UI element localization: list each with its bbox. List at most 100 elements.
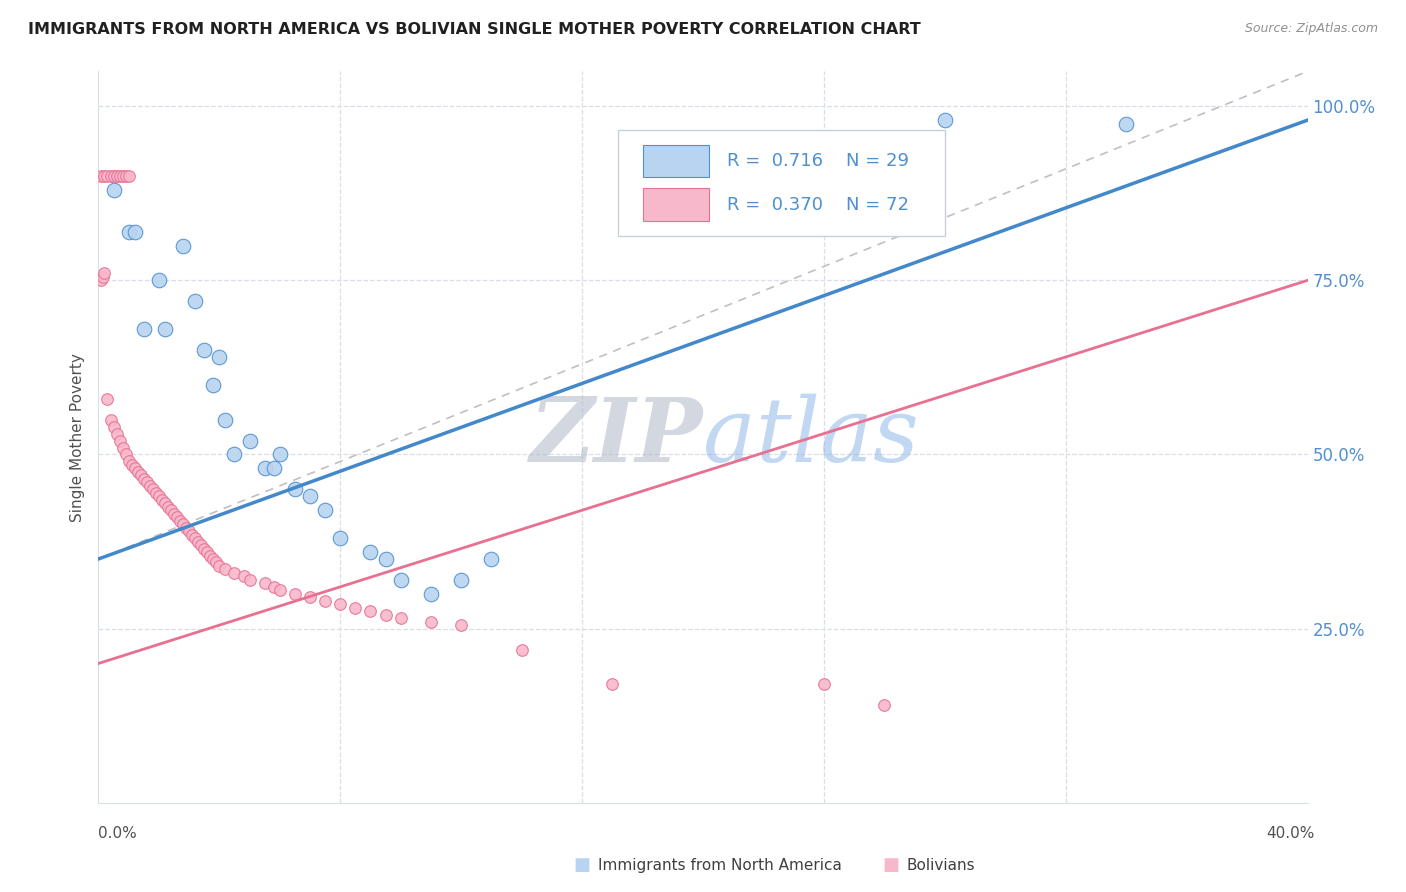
Point bbox=[181, 527, 204, 541]
Point bbox=[105, 426, 128, 441]
Point bbox=[135, 475, 157, 490]
Point bbox=[200, 549, 222, 563]
Point bbox=[153, 496, 176, 510]
Point bbox=[450, 618, 472, 632]
Point bbox=[121, 458, 143, 472]
Point bbox=[153, 322, 176, 336]
Point bbox=[269, 448, 291, 462]
Point bbox=[190, 538, 212, 552]
Point bbox=[148, 489, 170, 503]
Point bbox=[139, 479, 162, 493]
Point bbox=[111, 441, 134, 455]
Point bbox=[118, 225, 141, 239]
Point bbox=[132, 322, 155, 336]
Point bbox=[934, 113, 956, 128]
Point bbox=[214, 562, 236, 576]
Point bbox=[105, 169, 128, 183]
Point bbox=[450, 573, 472, 587]
Point bbox=[118, 169, 141, 183]
Point bbox=[314, 503, 336, 517]
Text: ZIP: ZIP bbox=[530, 394, 703, 480]
Y-axis label: Single Mother Poverty: Single Mother Poverty bbox=[70, 352, 86, 522]
FancyBboxPatch shape bbox=[643, 188, 709, 221]
Point bbox=[184, 531, 207, 545]
Point bbox=[202, 377, 225, 392]
Point bbox=[145, 485, 167, 500]
Point bbox=[253, 461, 276, 475]
Point bbox=[374, 552, 396, 566]
Point bbox=[214, 412, 236, 426]
Point bbox=[329, 531, 352, 545]
Point bbox=[329, 597, 352, 611]
Point bbox=[263, 580, 285, 594]
Point bbox=[193, 541, 215, 556]
Text: 0.0%: 0.0% bbox=[98, 827, 138, 841]
Point bbox=[91, 269, 114, 284]
Point bbox=[148, 273, 170, 287]
Point bbox=[389, 573, 412, 587]
Point bbox=[193, 343, 215, 357]
Point bbox=[103, 183, 125, 197]
Point bbox=[100, 412, 122, 426]
Point bbox=[132, 472, 155, 486]
Point bbox=[124, 225, 146, 239]
Point bbox=[239, 573, 262, 587]
Point bbox=[208, 558, 231, 573]
Point bbox=[314, 594, 336, 608]
Point bbox=[179, 524, 201, 538]
Point bbox=[150, 492, 173, 507]
Point bbox=[481, 552, 503, 566]
Point bbox=[124, 461, 146, 475]
Point bbox=[360, 604, 382, 618]
Point bbox=[160, 503, 183, 517]
Point bbox=[208, 350, 231, 364]
Point bbox=[602, 677, 624, 691]
Text: ■: ■ bbox=[883, 856, 900, 874]
Point bbox=[163, 507, 186, 521]
Point bbox=[813, 677, 835, 691]
Point bbox=[172, 517, 194, 532]
Point bbox=[103, 169, 125, 183]
Text: IMMIGRANTS FROM NORTH AMERICA VS BOLIVIAN SINGLE MOTHER POVERTY CORRELATION CHAR: IMMIGRANTS FROM NORTH AMERICA VS BOLIVIA… bbox=[28, 22, 921, 37]
Point bbox=[118, 454, 141, 468]
Point bbox=[284, 587, 307, 601]
Point bbox=[284, 483, 307, 497]
Point bbox=[299, 591, 322, 605]
Point bbox=[114, 169, 136, 183]
Point bbox=[169, 514, 191, 528]
Point bbox=[93, 266, 115, 280]
Point bbox=[299, 489, 322, 503]
Text: atlas: atlas bbox=[703, 393, 918, 481]
Point bbox=[142, 483, 165, 497]
Text: R =  0.370    N = 72: R = 0.370 N = 72 bbox=[727, 196, 910, 214]
Text: 40.0%: 40.0% bbox=[1267, 827, 1315, 841]
Point bbox=[93, 169, 115, 183]
Point bbox=[269, 583, 291, 598]
Point bbox=[344, 600, 367, 615]
Text: Source: ZipAtlas.com: Source: ZipAtlas.com bbox=[1244, 22, 1378, 36]
Text: R =  0.716    N = 29: R = 0.716 N = 29 bbox=[727, 152, 910, 170]
Point bbox=[873, 698, 896, 713]
Point bbox=[202, 552, 225, 566]
Point bbox=[224, 566, 246, 580]
Point bbox=[232, 569, 254, 583]
Point bbox=[389, 611, 412, 625]
FancyBboxPatch shape bbox=[643, 145, 709, 178]
Point bbox=[253, 576, 276, 591]
Text: Immigrants from North America: Immigrants from North America bbox=[598, 858, 841, 872]
Point bbox=[100, 169, 122, 183]
Point bbox=[510, 642, 533, 657]
Point bbox=[184, 294, 207, 309]
Point bbox=[187, 534, 209, 549]
Point bbox=[90, 169, 112, 183]
Point bbox=[111, 169, 134, 183]
Point bbox=[224, 448, 246, 462]
FancyBboxPatch shape bbox=[619, 130, 945, 235]
Point bbox=[96, 169, 118, 183]
Point bbox=[1115, 117, 1137, 131]
Point bbox=[374, 607, 396, 622]
Point bbox=[420, 615, 443, 629]
Point bbox=[166, 510, 188, 524]
Point bbox=[156, 500, 179, 514]
Point bbox=[90, 273, 112, 287]
